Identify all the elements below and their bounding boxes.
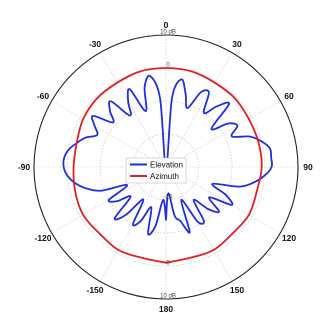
ring-tick-label: 0: [166, 261, 170, 267]
angle-tick-label: 0: [164, 20, 169, 30]
angle-tick-label: 30: [232, 39, 242, 49]
grid-spoke: [99, 52, 167, 168]
ring-tick-label: 0: [166, 63, 170, 69]
grid-spoke: [165, 100, 281, 168]
grid-spoke: [165, 52, 233, 168]
ring-tick-label: 10 dB: [160, 30, 176, 36]
legend-label-azimuth: Azimuth: [150, 172, 179, 181]
angle-tick-label: -30: [89, 39, 102, 49]
grid-spoke: [51, 100, 167, 168]
legend-box: [125, 157, 187, 184]
grid-ring: [33, 34, 299, 300]
angle-tick-label: -120: [34, 233, 51, 243]
grid-spoke: [165, 166, 233, 282]
ring-labels: 10 dB 0 -20 0 10 dB: [160, 30, 176, 300]
legend: Elevation Azimuth: [125, 157, 187, 184]
angle-tick-label: -60: [37, 91, 50, 101]
angle-tick-label: 60: [284, 91, 294, 101]
series-line-azimuth: [72, 67, 263, 264]
series-line-elevation: [62, 74, 273, 236]
angle-labels: 0 30 60 90 120 150 180 -150 -120 -90 -60 -30: [18, 20, 313, 314]
grid-spoke: [99, 166, 167, 282]
angle-tick-label: 180: [159, 304, 173, 314]
angle-tick-label: 90: [303, 162, 313, 172]
legend-label-elevation: Elevation: [150, 161, 183, 170]
ring-tick-label: 10 dB: [160, 294, 176, 300]
angle-tick-label: -150: [86, 285, 103, 295]
angle-tick-label: -90: [18, 162, 31, 172]
angle-tick-label: 120: [282, 233, 296, 243]
angle-tick-label: 150: [230, 285, 244, 295]
ring-tick-label: -20: [164, 195, 173, 201]
